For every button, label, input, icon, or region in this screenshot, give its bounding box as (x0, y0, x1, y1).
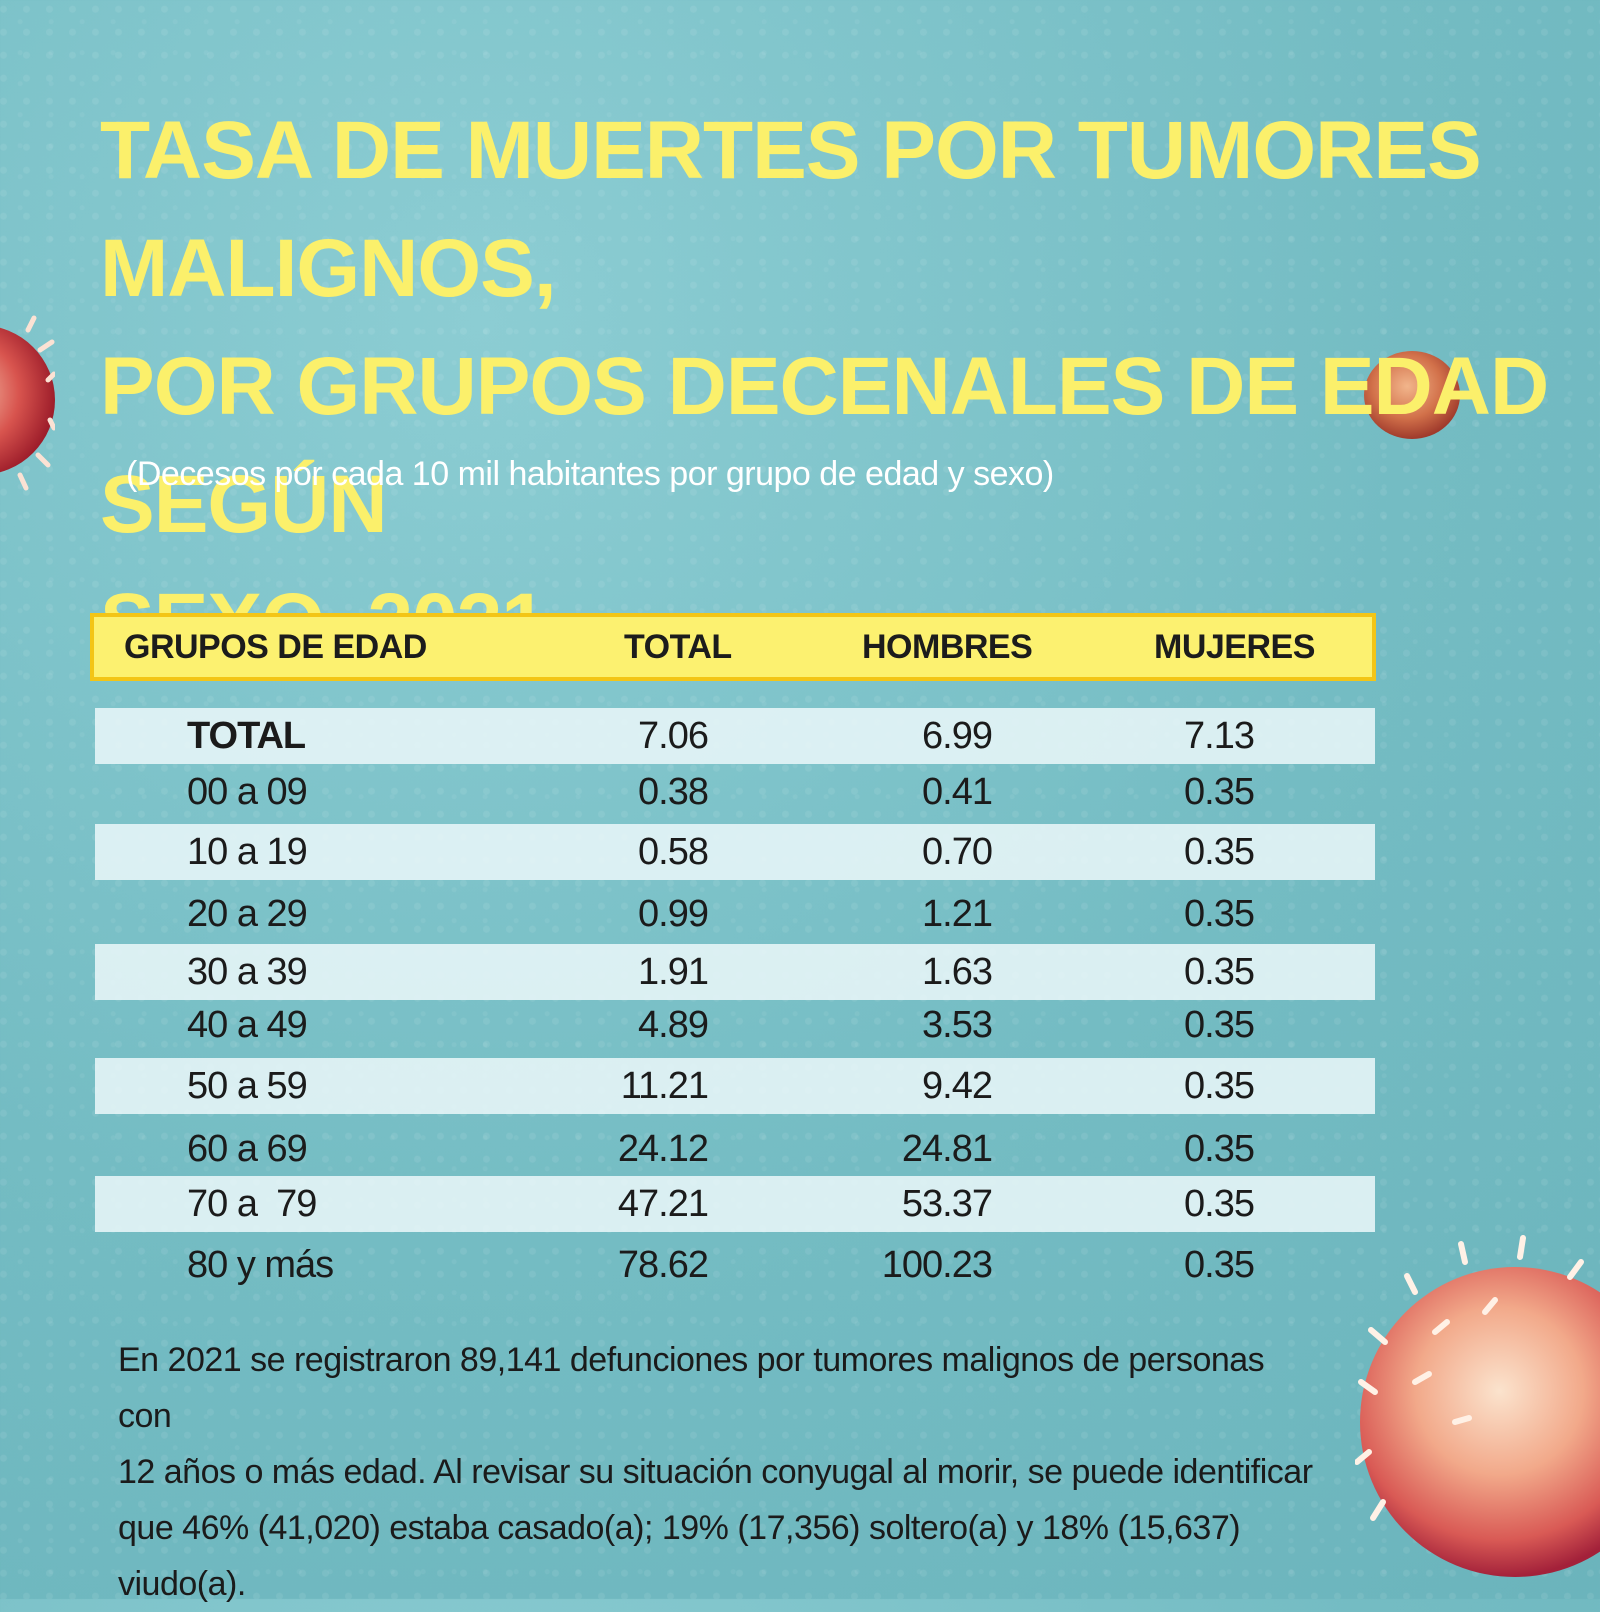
total-value: 78.62 (617, 1244, 709, 1286)
men-value: 1.21 (922, 893, 993, 935)
women-value: 0.35 (1184, 831, 1255, 873)
row-label: 80 y más (187, 1244, 334, 1286)
tumor-cell-left-icon (0, 315, 55, 491)
table-header: GRUPOS DE EDAD TOTAL HOMBRES MUJERES (90, 613, 1376, 681)
column-header-age-group: GRUPOS DE EDAD (124, 628, 427, 666)
women-value: 0.35 (1184, 1065, 1255, 1107)
men-value: 0.70 (922, 831, 993, 873)
column-header-men: HOMBRES (862, 628, 1033, 666)
women-value: 0.35 (1184, 1183, 1255, 1225)
column-header-women: MUJERES (1154, 628, 1315, 666)
men-value: 1.63 (922, 951, 993, 993)
men-value: 3.53 (922, 1004, 993, 1046)
men-value: 9.42 (922, 1065, 993, 1107)
footnote-line: que 46% (41,020) estaba casado(a); 19% (… (118, 1509, 1241, 1603)
tumor-cell-bottom-right-icon (1355, 1235, 1600, 1577)
tumor-cell-small-icon (1364, 351, 1460, 439)
men-value: 24.81 (901, 1128, 993, 1170)
women-value: 0.35 (1184, 1244, 1255, 1286)
total-value: 24.12 (617, 1128, 709, 1170)
table-row: 50 a 59 11.21 9.42 0.35 (95, 1058, 1375, 1114)
row-label: 70 a 79 (187, 1183, 317, 1225)
table-row: 20 a 29 0.99 1.21 0.35 (95, 886, 1375, 942)
total-value: 7.06 (638, 715, 709, 757)
row-label: 30 a 39 (187, 951, 308, 993)
table-row: 30 a 39 1.91 1.63 0.35 (95, 944, 1375, 1000)
total-value: 0.38 (638, 771, 709, 813)
total-value: 1.91 (638, 951, 709, 993)
row-label: 50 a 59 (187, 1065, 308, 1107)
row-label: 00 a 09 (187, 771, 308, 813)
table-row: 80 y más 78.62 100.23 0.35 (95, 1237, 1375, 1293)
subtitle: (Decesos por cada 10 mil habitantes por … (126, 455, 1054, 493)
total-value: 0.99 (638, 893, 709, 935)
women-value: 0.35 (1184, 1128, 1255, 1170)
total-value: 47.21 (617, 1183, 709, 1225)
women-value: 0.35 (1184, 771, 1255, 813)
women-value: 0.35 (1184, 1004, 1255, 1046)
men-value: 6.99 (922, 715, 993, 757)
table-row: 10 a 19 0.58 0.70 0.35 (95, 824, 1375, 880)
women-value: 7.13 (1184, 715, 1255, 757)
women-value: 0.35 (1184, 893, 1255, 935)
table-row: 00 a 09 0.38 0.41 0.35 (95, 764, 1375, 820)
row-label: 60 a 69 (187, 1128, 308, 1170)
table-row: 40 a 49 4.89 3.53 0.35 (95, 997, 1375, 1053)
men-value: 0.41 (922, 771, 993, 813)
row-label: TOTAL (187, 715, 306, 757)
footnote-paragraph: En 2021 se registraron 89,141 defuncione… (118, 1332, 1318, 1612)
table-row-total: TOTAL 7.06 6.99 7.13 (95, 708, 1375, 764)
title-line: POR GRUPOS DECENALES DE EDAD SEGÚN (100, 341, 1549, 550)
table-row: 70 a 79 47.21 53.37 0.35 (95, 1176, 1375, 1232)
table-row: 60 a 69 24.12 24.81 0.35 (95, 1121, 1375, 1177)
footnote-line: 12 años o más edad. Al revisar su situac… (118, 1453, 1313, 1491)
men-value: 53.37 (901, 1183, 993, 1225)
total-value: 0.58 (638, 831, 709, 873)
column-header-total: TOTAL (624, 628, 732, 666)
total-value: 11.21 (620, 1065, 709, 1107)
total-value: 4.89 (638, 1004, 709, 1046)
row-label: 10 a 19 (187, 831, 308, 873)
title-line: TASA DE MUERTES POR TUMORES MALIGNOS, (100, 105, 1482, 314)
men-value: 100.23 (881, 1244, 993, 1286)
row-label: 20 a 29 (187, 893, 308, 935)
women-value: 0.35 (1184, 951, 1255, 993)
page-title: TASA DE MUERTES POR TUMORES MALIGNOS, PO… (100, 92, 1560, 682)
footnote-line: En 2021 se registraron 89,141 defuncione… (118, 1341, 1265, 1435)
row-label: 40 a 49 (187, 1004, 308, 1046)
